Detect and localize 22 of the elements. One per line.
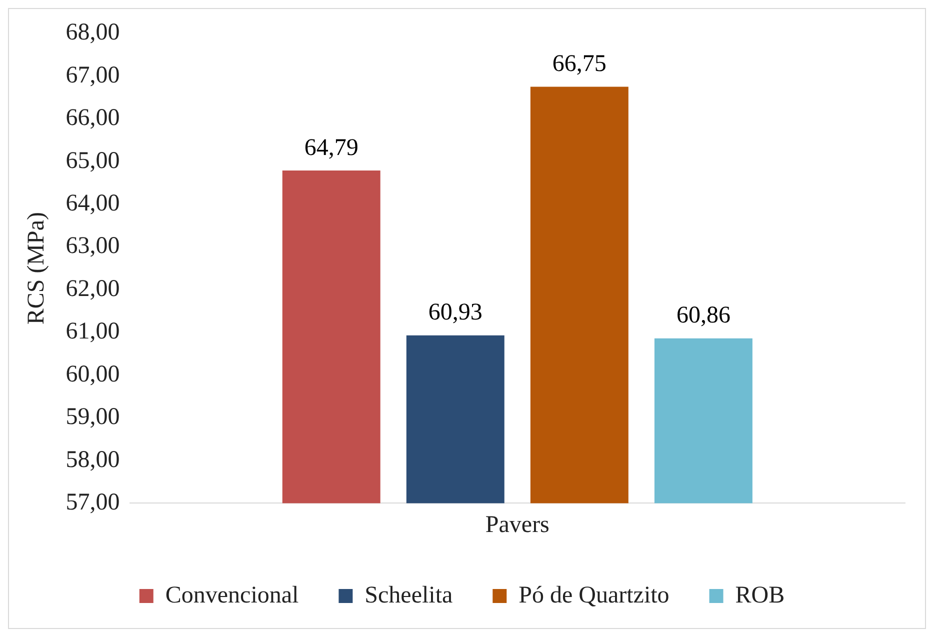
y-tick-label: 64,00 — [66, 190, 120, 217]
x-axis-title: Pavers — [485, 512, 550, 538]
y-tick-label: 63,00 — [66, 233, 120, 260]
y-tick-label: 66,00 — [66, 105, 120, 132]
legend-label: Scheelita — [364, 582, 453, 608]
data-label: 60,86 — [676, 302, 730, 329]
y-axis-title: RCS (MPa) — [24, 212, 50, 325]
y-tick-label: 58,00 — [66, 446, 120, 473]
y-tick-label: 68,00 — [66, 20, 120, 46]
legend-label: ROB — [735, 582, 785, 608]
data-label: 60,93 — [428, 300, 482, 326]
y-tick-label: 67,00 — [66, 62, 120, 88]
y-tick-label: 57,00 — [66, 489, 120, 516]
y-tick-label: 61,00 — [66, 318, 120, 345]
y-tick-label: 62,00 — [66, 276, 120, 302]
y-tick-label: 65,00 — [66, 148, 120, 174]
y-tick-label: 59,00 — [66, 404, 120, 430]
data-label: 66,75 — [552, 51, 606, 78]
y-tick-label: 60,00 — [66, 361, 120, 388]
legend-label: Convencional — [165, 582, 300, 608]
data-label: 64,79 — [304, 134, 358, 161]
legend-label: Pó de Quartzito — [518, 582, 670, 608]
